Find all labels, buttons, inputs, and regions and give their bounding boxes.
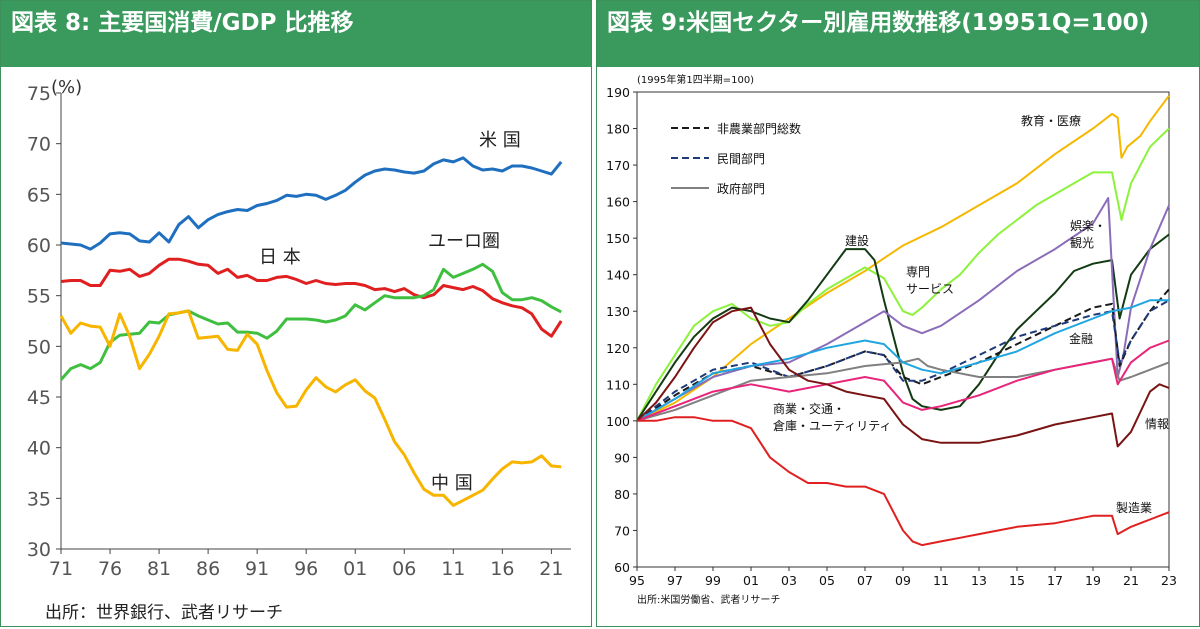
series-label: 金融 xyxy=(1069,331,1093,346)
legend-label: 政府部門 xyxy=(717,181,765,196)
y-tick-label: 90 xyxy=(614,450,630,465)
y-axis-unit: (%) xyxy=(51,77,82,98)
y-tick-label: 130 xyxy=(606,304,630,319)
y-tick-label: 75 xyxy=(27,83,51,105)
series-line-3 xyxy=(59,309,562,507)
series-annotation: 中 国 xyxy=(431,473,473,494)
x-tick-label: 71 xyxy=(49,558,73,580)
y-tick-label: 30 xyxy=(27,539,51,561)
x-tick-label: 09 xyxy=(895,573,911,588)
y-tick-label: 120 xyxy=(606,341,630,356)
y-tick-label: 70 xyxy=(614,523,630,538)
y-tick-label: 60 xyxy=(614,560,630,575)
series-line-7 xyxy=(636,299,1169,422)
series-label: 教育・医療 xyxy=(1021,113,1081,128)
series-label: 娯楽・観光 xyxy=(1070,219,1106,250)
x-tick-label: 13 xyxy=(971,573,987,588)
series-label: 情報 xyxy=(1145,417,1169,431)
y-tick-label: 40 xyxy=(27,438,51,460)
x-tick-label: 05 xyxy=(819,573,835,588)
series-line-1 xyxy=(60,257,563,338)
y-tick-label: 170 xyxy=(606,158,630,173)
panel-consumption-gdp: 図表 8: 主要国消費/GDP 比推移 30 35 40 45 50 55 60 65 70 75… xyxy=(0,0,592,627)
series-label: 製造業 xyxy=(1116,501,1152,515)
x-tick-label: 19 xyxy=(1085,573,1101,588)
x-tick-label: 86 xyxy=(196,558,220,580)
x-tick-label: 06 xyxy=(392,558,416,580)
x-tick-label: 01 xyxy=(743,573,759,588)
y-tick-label: 150 xyxy=(606,231,630,246)
x-tick-label: 17 xyxy=(1047,573,1063,588)
employment-chart: 60 70 80 90 100 110 120 130 140 150 160 170 180 190 95… xyxy=(606,73,1177,606)
series-line-3 xyxy=(636,197,1170,422)
x-tick-label: 07 xyxy=(857,573,873,588)
legend-label: 民間部門 xyxy=(717,151,765,166)
source-note: 出所:米国労働省、武者リサーチ xyxy=(637,593,780,606)
y-axis-unit: (1995年第1四半期=100) xyxy=(637,73,754,86)
x-tick-label: 97 xyxy=(667,573,683,588)
x-tick-label: 96 xyxy=(294,558,318,580)
y-tick-label: 100 xyxy=(606,414,630,429)
y-tick-label: 65 xyxy=(27,184,51,206)
x-tick-label: 81 xyxy=(147,558,171,580)
series-line-8 xyxy=(636,339,1170,422)
x-tick-label: 03 xyxy=(781,573,797,588)
x-tick-label: 15 xyxy=(1009,573,1025,588)
y-tick-label: 110 xyxy=(606,377,630,392)
chart-title-consumption: 図表 8: 主要国消費/GDP 比推移 xyxy=(1,1,591,67)
series-line-2 xyxy=(636,233,1170,422)
y-tick-label: 35 xyxy=(27,488,51,510)
series-line-4 xyxy=(636,288,1170,422)
series-label: 建設 xyxy=(845,233,869,248)
x-tick-label: 95 xyxy=(629,573,645,588)
y-tick-label: 60 xyxy=(27,235,51,257)
series-line-2 xyxy=(59,262,562,381)
y-tick-label: 45 xyxy=(27,387,51,409)
y-tick-label: 180 xyxy=(606,122,630,137)
series-label: 商業・交通・倉庫・ユーティリティ xyxy=(773,401,892,433)
series-line-6 xyxy=(636,357,1170,422)
x-tick-label: 11 xyxy=(933,573,949,588)
chart-title-employment: 図表 9:米国セクター別雇用数推移(19951Q=100) xyxy=(597,1,1199,67)
x-tick-label: 23 xyxy=(1161,573,1177,588)
series-annotation: 日 本 xyxy=(259,247,301,268)
y-tick-label: 80 xyxy=(614,487,630,502)
series-line-0 xyxy=(60,156,563,251)
series-label: 専門サービス xyxy=(906,265,954,296)
x-tick-label: 01 xyxy=(343,558,367,580)
source-note: 出所：世界銀行、武者リサーチ xyxy=(45,603,283,623)
y-tick-label: 70 xyxy=(27,134,51,156)
consumption-chart: 30 35 40 45 50 55 60 65 70 75 71 76 81 86 91 96 01 06 11 16… xyxy=(27,77,571,623)
y-tick-label: 55 xyxy=(27,286,51,308)
series-line-1 xyxy=(636,127,1170,422)
series-annotation: ユーロ圏 xyxy=(428,231,500,252)
x-tick-label: 11 xyxy=(441,558,465,580)
x-tick-label: 76 xyxy=(98,558,122,580)
legend-label: 非農業部門総数 xyxy=(717,121,801,136)
series-line-9 xyxy=(636,306,1170,448)
panel-sector-employment: 図表 9:米国セクター別雇用数推移(19951Q=100) 60 70 80 90 10… xyxy=(596,0,1200,627)
y-tick-label: 50 xyxy=(27,336,51,358)
x-tick-label: 99 xyxy=(705,573,721,588)
y-tick-label: 160 xyxy=(606,195,630,210)
x-tick-label: 91 xyxy=(245,558,269,580)
y-tick-label: 190 xyxy=(606,85,630,100)
series-annotation: 米 国 xyxy=(479,130,521,151)
series-line-10 xyxy=(637,416,1170,547)
x-tick-label: 21 xyxy=(1123,573,1139,588)
y-tick-label: 140 xyxy=(606,268,630,283)
x-tick-label: 21 xyxy=(539,558,563,580)
x-tick-label: 16 xyxy=(490,558,514,580)
series-line-0 xyxy=(636,95,1170,422)
